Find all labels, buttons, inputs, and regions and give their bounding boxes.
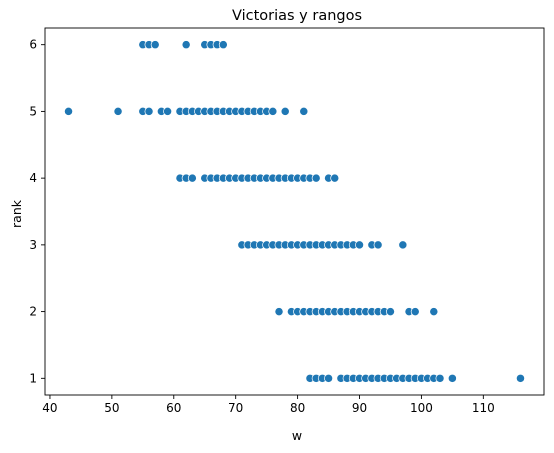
x-tick-label: 40 (42, 401, 57, 415)
data-point (182, 41, 190, 49)
x-tick-label: 100 (410, 401, 433, 415)
data-point (355, 241, 363, 249)
x-tick-label: 80 (290, 401, 305, 415)
data-point (516, 374, 524, 382)
y-tick-label: 2 (29, 305, 37, 319)
y-axis-label: rank (9, 199, 24, 228)
data-point (145, 107, 153, 115)
x-tick-label: 110 (472, 401, 495, 415)
data-point (269, 107, 277, 115)
data-point (399, 241, 407, 249)
data-point (114, 107, 122, 115)
y-tick-label: 4 (29, 171, 37, 185)
data-point (324, 374, 332, 382)
data-point (281, 107, 289, 115)
x-tick-label: 70 (228, 401, 243, 415)
chart-title: Victorias y rangos (232, 8, 362, 24)
data-point (188, 174, 196, 182)
x-axis: 40 50 60 70 80 90 100 110 (42, 395, 494, 415)
data-point (300, 107, 308, 115)
plot-frame (45, 28, 544, 395)
data-point (386, 307, 394, 315)
y-tick-label: 5 (29, 104, 37, 118)
x-tick-label: 60 (166, 401, 181, 415)
data-point (151, 41, 159, 49)
x-axis-label: w (292, 428, 302, 443)
data-point (275, 307, 283, 315)
data-point (64, 107, 72, 115)
data-point (430, 307, 438, 315)
x-tick-label: 90 (352, 401, 367, 415)
y-axis: 1 2 3 4 5 6 (29, 38, 45, 386)
data-point (411, 307, 419, 315)
x-tick-label: 50 (104, 401, 119, 415)
data-point (312, 174, 320, 182)
y-tick-label: 1 (29, 371, 37, 385)
data-point (374, 241, 382, 249)
data-point (331, 174, 339, 182)
data-point (219, 41, 227, 49)
data-point (163, 107, 171, 115)
data-point (436, 374, 444, 382)
y-tick-label: 3 (29, 238, 37, 252)
y-tick-label: 6 (29, 38, 37, 52)
data-point (448, 374, 456, 382)
data-points (64, 41, 524, 383)
